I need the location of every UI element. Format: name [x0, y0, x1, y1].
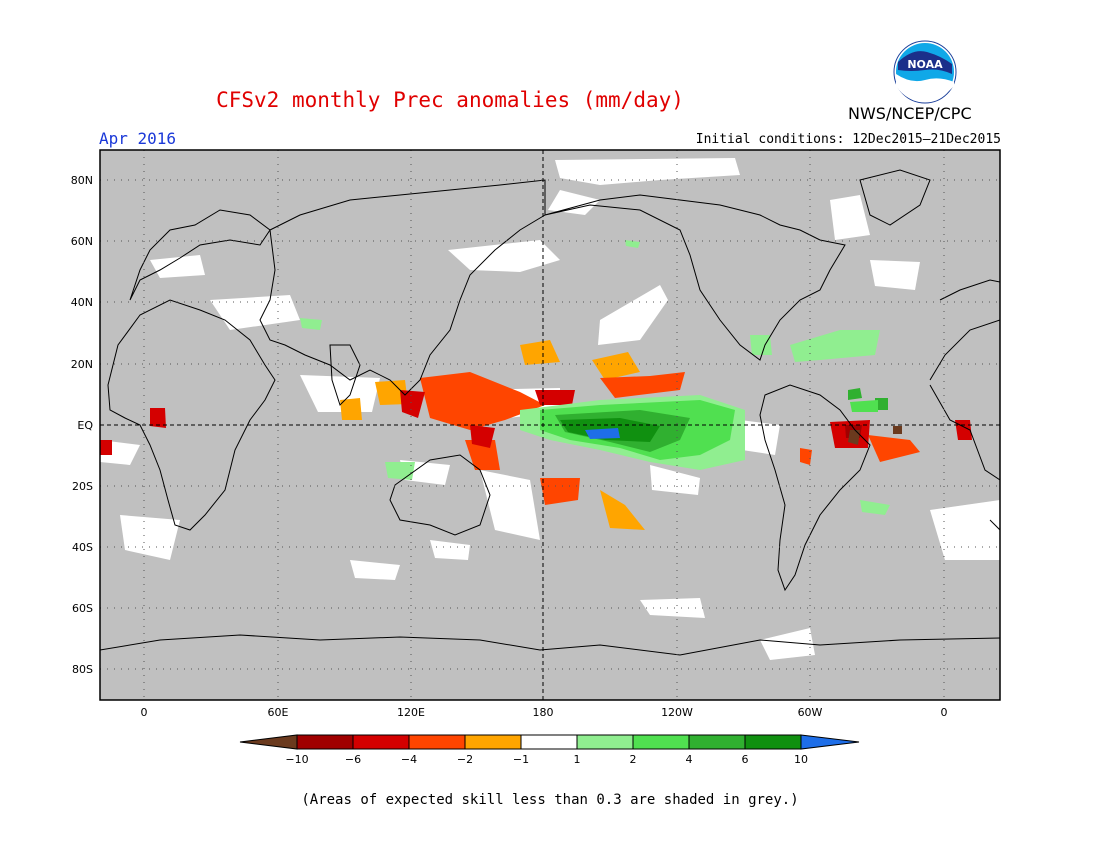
lat-label: 60N — [71, 235, 93, 248]
colorbar-segment — [744, 734, 802, 750]
lat-label: EQ — [77, 419, 93, 432]
noaa-logo: NOAA — [893, 40, 957, 104]
colorbar-segment — [352, 734, 410, 750]
colorbar-label: 4 — [686, 753, 693, 766]
colorbar-label: 2 — [630, 753, 637, 766]
coastlines — [100, 169, 1000, 656]
colorbar-arrow-right — [800, 734, 860, 750]
initial-conditions-label: Initial conditions: 12Dec2015–21Dec2015 — [695, 132, 1001, 147]
lon-label: 180 — [533, 706, 554, 719]
lon-label: 120W — [661, 706, 693, 719]
colorbar-label: −2 — [457, 753, 473, 766]
colorbar-label: 6 — [742, 753, 749, 766]
colorbar-segment — [520, 734, 578, 750]
latitude-labels: 80N 60N 40N 20N EQ 20S 40S 60S 80S — [71, 174, 94, 676]
lon-label: 60E — [268, 706, 289, 719]
colorbar-label: −10 — [285, 753, 308, 766]
colorbar-segment — [576, 734, 634, 750]
colorbar-segment — [296, 734, 354, 750]
footnote: (Areas of expected skill less than 0.3 a… — [301, 792, 799, 808]
lon-label: 120E — [397, 706, 425, 719]
org-label: NWS/NCEP/CPC — [848, 104, 972, 123]
colorbar — [239, 734, 860, 750]
lon-label: 0 — [141, 706, 148, 719]
colorbar-segment — [464, 734, 522, 750]
lat-label: 40S — [72, 541, 93, 554]
lat-label: 60S — [72, 602, 93, 615]
colorbar-segment — [408, 734, 466, 750]
month-label: Apr 2016 — [99, 129, 177, 148]
logo-text: NOAA — [907, 58, 943, 71]
lat-label: 20N — [71, 358, 93, 371]
colorbar-label: −6 — [345, 753, 361, 766]
chart-title: CFSv2 monthly Prec anomalies (mm/day) — [216, 88, 684, 112]
colorbar-label: −4 — [401, 753, 417, 766]
colorbar-segment — [632, 734, 690, 750]
dry-anomaly-regions — [100, 340, 972, 530]
lat-label: 80N — [71, 174, 93, 187]
colorbar-label: 10 — [794, 753, 808, 766]
colorbar-label: −1 — [513, 753, 529, 766]
lat-label: 20S — [72, 480, 93, 493]
colorbar-label: 1 — [574, 753, 581, 766]
colorbar-segment — [688, 734, 746, 750]
longitude-labels: 0 60E 120E 180 120W 60W 0 — [141, 706, 948, 719]
colorbar-arrow-left — [239, 734, 298, 750]
grid-lines — [100, 150, 1000, 700]
lat-label: 80S — [72, 663, 93, 676]
wet-anomaly-regions — [300, 240, 890, 515]
lat-label: 40N — [71, 296, 93, 309]
map-frame — [99, 149, 1001, 701]
lon-label: 0 — [941, 706, 948, 719]
lon-label: 60W — [798, 706, 823, 719]
colorbar-labels: −10 −6 −4 −2 −1 1 2 4 6 10 — [285, 753, 808, 766]
